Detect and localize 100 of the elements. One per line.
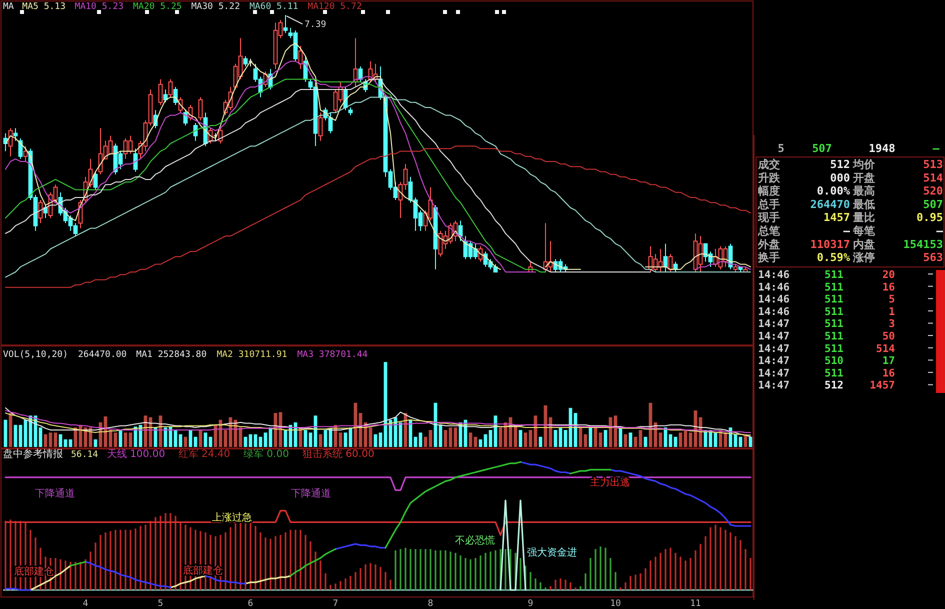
candlestick [663,243,668,272]
text: 000 [830,171,850,184]
text: 0.59% [816,251,850,264]
text: 511 [824,318,844,330]
text: 513 [923,158,943,171]
chart-title: 盘中参考情报 [3,448,63,460]
annotation: 主力出逃 [590,476,630,489]
text: 511 [824,269,844,281]
text: 511 [824,330,844,342]
text: 1948 [868,142,896,155]
annotation: 不必恐慌 [455,534,495,547]
text: 0.95 [916,211,943,224]
text: 均价 [852,158,876,171]
text: 量比 [852,211,875,224]
candlestick [8,128,13,157]
text: 3 [888,318,895,330]
text: 110317 [810,238,850,251]
text: MA1 252843.80 [136,350,207,360]
text: 狙击系统 60.00 [302,448,374,460]
text: MA5 5.13 [22,2,66,12]
chart-title: MA [3,2,14,12]
text: MA2 310711.91 [216,350,288,360]
candlestick [3,132,8,152]
text: 507 [923,198,943,211]
text: 幅度 [758,184,780,198]
chart-title: VOL(5,10,20) [3,350,68,360]
text: 1 [888,306,895,318]
text: MA120 5.72 [308,2,362,12]
text: MA30 5.22 [191,2,240,12]
text: 升跌 [757,171,781,184]
text: 1457 [870,380,895,392]
text: MA10 5.23 [74,2,124,12]
text: 14:47 [758,367,790,380]
candlestick [318,112,323,142]
text: 514 [923,171,944,184]
text: — [936,224,944,238]
text: 绿军 0.00 [244,449,289,460]
candlestick [13,128,18,142]
text: 总手 [757,198,780,211]
candlestick [353,38,358,88]
annotation: 强大资金进 [527,546,577,559]
text: — [843,224,850,238]
text: 红军 24.40 [178,448,230,460]
text: 1457 [824,211,850,224]
text: 511 [824,306,844,318]
text: 14:46 [758,306,790,318]
text: 最高 [852,184,875,198]
text: 56.14 [71,450,98,460]
annotation: 7.39 [304,20,326,30]
candlestick [168,78,173,98]
text: 内盘 [853,238,875,251]
text: 14:47 [758,318,790,330]
text: 520 [923,184,943,198]
text: 14:46 [758,269,790,281]
text: 总笔 [757,224,781,238]
text: 50 [882,330,895,342]
text: 16 [882,367,895,380]
text: 14:47 [758,355,790,368]
text: 16 [882,281,895,294]
text: 换手 [757,251,780,264]
candlestick [243,56,248,67]
text: 最低 [852,198,875,211]
x-tick-label: 7 [332,599,338,609]
candlestick [23,146,28,162]
text: 14:46 [758,294,790,306]
candlestick [198,96,203,121]
text: 每笔 [852,224,876,238]
text: 563 [923,251,943,264]
text: 14:46 [758,281,790,294]
text: 0.00% [816,184,850,198]
text: MA20 5.25 [133,2,182,12]
text: 514 [876,342,895,355]
text: 507 [812,142,832,155]
text: 512 [830,158,850,171]
text: — [932,142,940,155]
text: 20 [882,269,895,281]
text: 511 [824,342,844,355]
text: 14:47 [758,342,790,355]
text: 264470 [810,198,850,211]
text: MA3 378701.44 [297,350,368,360]
candlestick [248,58,253,67]
candlestick [213,132,218,142]
text: 涨停 [852,251,875,264]
text: 264470.00 [78,350,127,360]
text: 511 [824,367,844,380]
annotation: 下降通道 [35,488,75,500]
text: 5 [778,142,784,155]
text: 154153 [903,238,943,251]
annotation: 下降通道 [291,488,331,500]
text: 511 [824,281,844,294]
series-label: 天线 100.00 [106,448,166,460]
candlestick [38,200,43,224]
text: 510 [824,355,844,368]
x-tick-label: 5 [158,599,164,609]
text: 17 [882,355,895,368]
x-tick-label: 10 [610,599,621,609]
text: 5 [888,294,895,306]
x-tick-label: 11 [690,599,701,609]
annotation: 上涨过急 [212,512,252,524]
candlestick [283,14,288,34]
